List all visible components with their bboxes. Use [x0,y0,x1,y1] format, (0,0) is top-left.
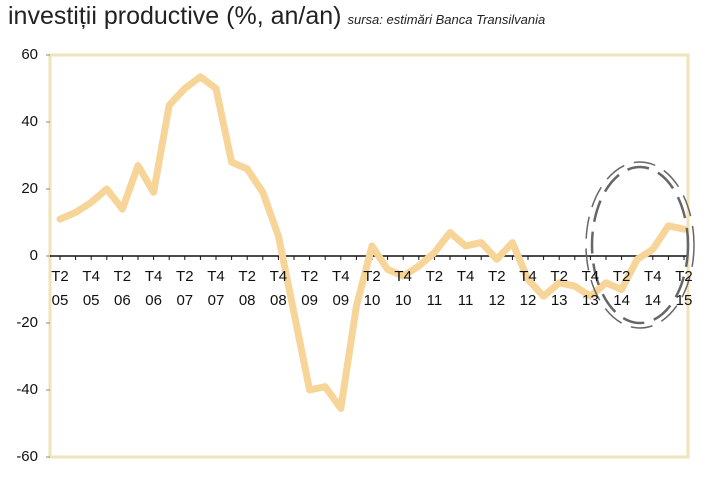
x-tick-label: T4 06 [144,268,163,309]
x-tick-label: T2 14 [612,268,631,309]
x-tick-label: T4 12 [519,268,537,309]
x-tick-label: T2 09 [300,268,319,309]
y-tick-label: -60 [16,448,38,465]
x-tick-label: T4 11 [456,268,475,309]
title-block: investiții productive (%, an/an) sursa: e… [8,2,545,31]
y-tick-label: 40 [21,113,38,130]
highlight-ellipse-outer [585,161,695,329]
x-tick-label: T2 10 [363,268,381,309]
x-tick-label: T2 12 [488,268,506,309]
x-tick-label: T4 13 [581,268,600,309]
chart-title: investiții productive (%, an/an) [8,2,342,30]
x-tick-label: T2 06 [113,268,132,309]
x-tick-label: T4 10 [394,268,412,309]
x-tick-label: T4 08 [269,268,288,309]
line [56,73,688,412]
x-tick-label: T2 05 [51,268,69,309]
y-tick-label: -20 [16,314,38,331]
y-tick-label: 60 [21,46,38,63]
y-tick-label: -40 [16,381,38,398]
x-tick-label: T2 07 [176,268,194,309]
x-tick-label: T4 07 [207,268,225,309]
chart-subtitle: sursa: estimări Banca Transilvania [347,12,546,27]
x-tick-label: T4 05 [82,268,100,309]
marks: 60 40 20 0 -20 -40 -60 [16,46,688,465]
y-tick-label: 0 [30,247,38,264]
y-tick-label: 20 [21,180,38,197]
x-tick-label: T2 13 [550,268,568,309]
x-tick-label: T4 09 [332,268,350,309]
x-tick-label: T2 15 [675,268,693,309]
highlight-ellipse [590,165,690,325]
x-tick-label: T2 11 [425,268,444,309]
x-tick-label: T2 08 [238,268,256,309]
x-tick-label: T4 14 [644,268,662,309]
